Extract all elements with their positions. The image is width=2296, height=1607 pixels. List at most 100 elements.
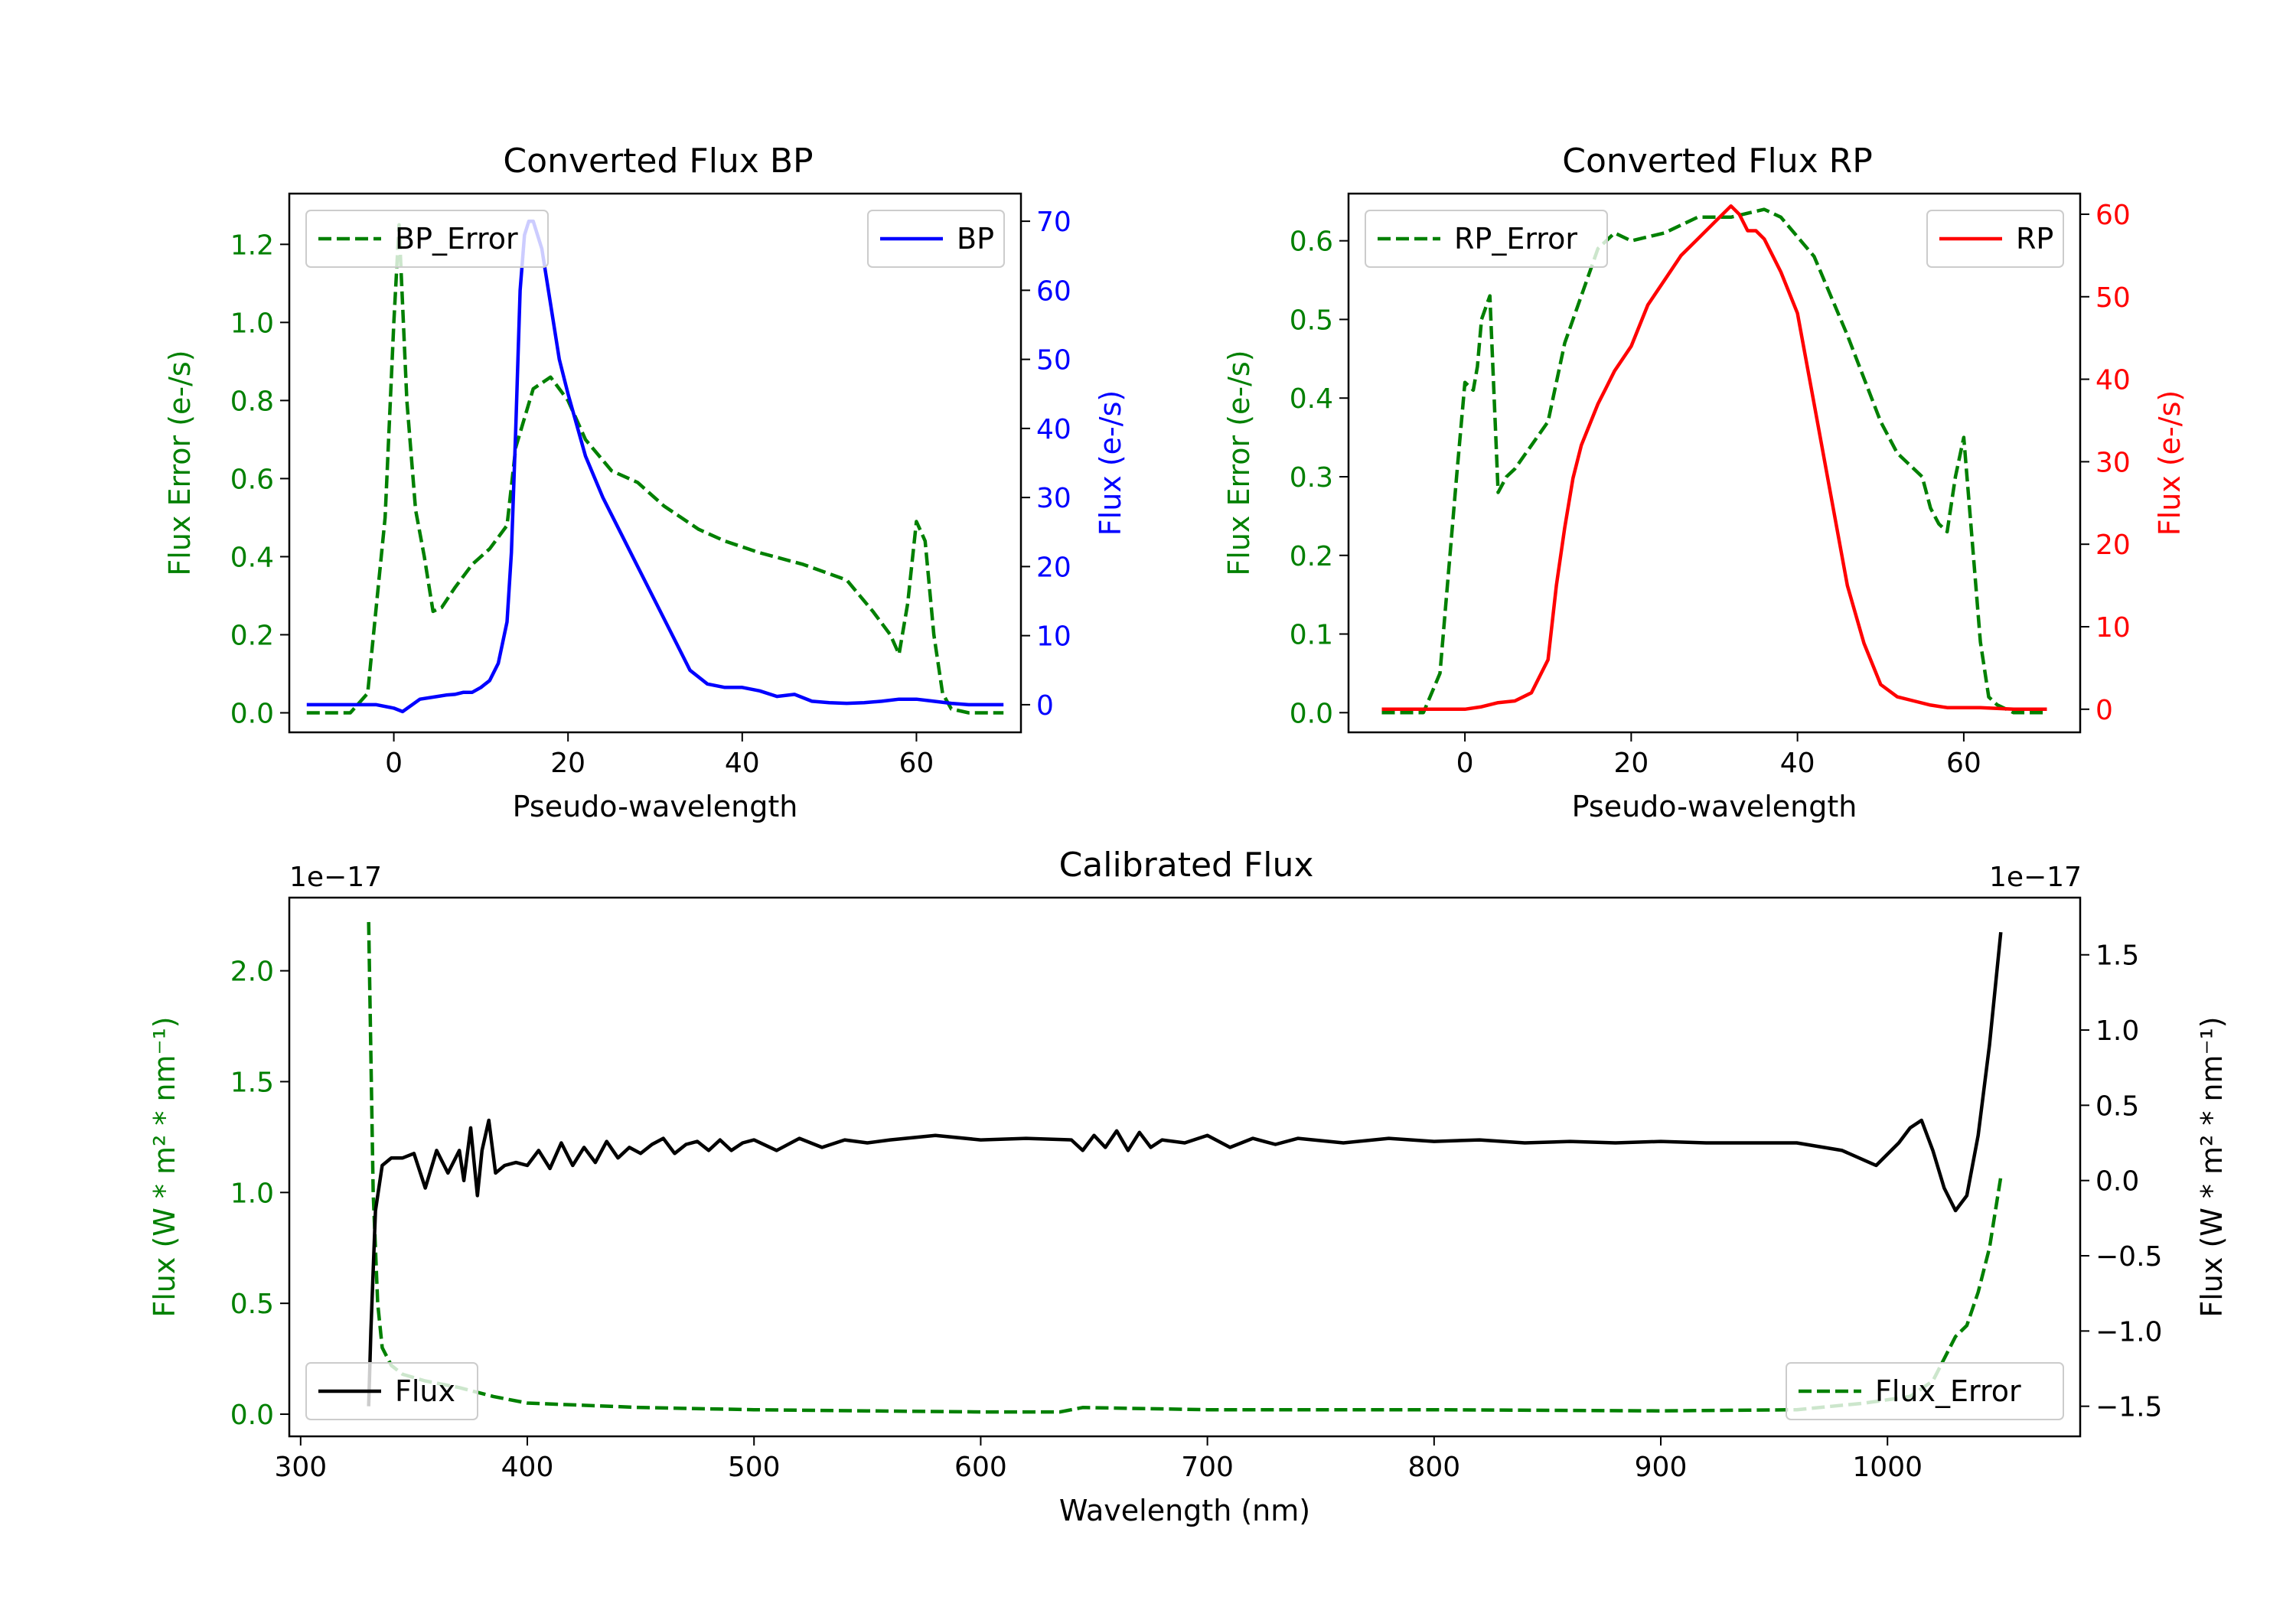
- rp-left-tick-label: 0.2: [1290, 541, 1333, 572]
- rp-right-tick-label: 20: [2095, 530, 2131, 561]
- rp-x-axis-label: Pseudo-wavelength: [1572, 790, 1857, 823]
- bp-left-tick-label: 0.0: [230, 698, 274, 729]
- cal-left-tick-label: 0.5: [230, 1289, 274, 1320]
- bp-x-axis-label: Pseudo-wavelength: [513, 790, 798, 823]
- cal-right-axis-label: Flux (W * m² * nm⁻¹): [2195, 1016, 2229, 1317]
- rp-series-rp-line: [1381, 204, 2047, 712]
- rp-right-tick-label: 10: [2095, 612, 2131, 644]
- cal-right-tick-label: 0.0: [2095, 1166, 2139, 1198]
- cal-x-tick-label: 500: [728, 1452, 781, 1483]
- cal-x-tick-label: 700: [1181, 1452, 1234, 1483]
- cal-right-offset-text: 1e−17: [1989, 862, 2082, 893]
- rp-axes-frame: [1347, 192, 2082, 734]
- cal-series-flux-line: [367, 931, 2003, 1407]
- bp-right-axis-label: Flux (e-/s): [1094, 390, 1127, 536]
- rp-x-tick-label: 40: [1780, 748, 1815, 779]
- bp-right-tick-label: 10: [1036, 621, 1071, 653]
- rp-legend-rp: RP: [1926, 210, 2064, 268]
- cal-right-tick-label: 1.5: [2095, 940, 2139, 972]
- cal-right-tick-label: −0.5: [2095, 1241, 2162, 1273]
- bp-axes-frame: [288, 192, 1022, 734]
- rp-legend-label: RP: [2016, 222, 2053, 256]
- cal-right-tick-label: −1.0: [2095, 1316, 2162, 1348]
- rp-x-tick-label: 0: [1456, 748, 1474, 779]
- bp-right-tick-label: 70: [1036, 207, 1071, 238]
- rp-left-tick-label: 0.1: [1290, 620, 1333, 651]
- rp-left-tick-label: 0.6: [1290, 227, 1333, 258]
- bp-left-axis-label: Flux Error (e-/s): [163, 350, 197, 575]
- cal-axes-frame: [288, 896, 2082, 1438]
- cal-left-tick-label: 2.0: [230, 957, 274, 988]
- rp-right-tick-label: 0: [2095, 695, 2113, 726]
- rp-x-tick-label: 20: [1613, 748, 1649, 779]
- cal-legend-label: Flux: [395, 1374, 455, 1408]
- rp-right-tick-label: 50: [2095, 282, 2131, 314]
- bp-left-tick-label: 0.2: [230, 620, 274, 651]
- bp-left-tick-label: 1.0: [230, 308, 274, 339]
- cal-right-tick-label: −1.5: [2095, 1392, 2162, 1423]
- rp-left-tick-label: 0.4: [1290, 383, 1333, 415]
- bp-legend-label: BP_Error: [395, 222, 518, 256]
- rp-legend-rp-error: RP_Error: [1365, 210, 1608, 268]
- cal-legend-box: [1786, 1362, 2064, 1420]
- bp-left-tick-label: 0.4: [230, 542, 274, 573]
- cal-right-tick-label: 0.5: [2095, 1090, 2139, 1122]
- cal-left-axis-label: Flux (W * m² * nm⁻¹): [148, 1016, 181, 1317]
- cal-left-tick-label: 0.0: [230, 1400, 274, 1431]
- bp-left-tick-label: 0.6: [230, 464, 274, 495]
- rp-right-tick-label: 60: [2095, 200, 2131, 231]
- cal-series-flux-error-line: [367, 921, 2003, 1414]
- cal-legend-flux-error: Flux_Error: [1786, 1362, 2064, 1420]
- bp-right-tick-label: 60: [1036, 275, 1071, 307]
- rp-left-tick-label: 0.5: [1290, 305, 1333, 336]
- rp-left-tick-label: 0.0: [1290, 698, 1333, 729]
- bp-x-tick-label: 0: [385, 748, 403, 779]
- bp-right-tick-label: 0: [1036, 690, 1054, 722]
- bp-x-tick-label: 40: [725, 748, 760, 779]
- rp-left-tick-label: 0.3: [1290, 462, 1333, 494]
- cal-x-tick-label: 900: [1635, 1452, 1688, 1483]
- bp-legend-bp-error: BP_Error: [305, 210, 549, 268]
- bp-legend-label: BP: [957, 222, 994, 256]
- bp-right-tick-label: 30: [1036, 483, 1071, 514]
- cal-x-tick-label: 300: [274, 1452, 327, 1483]
- cal-legend-label: Flux_Error: [1875, 1374, 2021, 1408]
- bp-series-bp-line: [306, 219, 1004, 714]
- rp-title: Converted Flux RP: [1562, 142, 1873, 181]
- bp-x-tick-label: 20: [550, 748, 585, 779]
- bp-panel: 0 20 40 60 Pseudo-wavelength 0.0 0.2 0.4 0.6 0.8 1…: [163, 192, 1127, 823]
- cal-left-offset-text: 1e−17: [289, 862, 382, 893]
- cal-x-tick-label: 800: [1407, 1452, 1460, 1483]
- rp-right-tick-label: 30: [2095, 447, 2131, 478]
- cal-legend-box: [305, 1362, 478, 1420]
- rp-left-axis-label: Flux Error (e-/s): [1222, 350, 1256, 575]
- cal-right-tick-label: 1.0: [2095, 1015, 2139, 1047]
- bp-legend-box: [305, 210, 549, 268]
- rp-legend-label: RP_Error: [1454, 222, 1577, 256]
- cal-x-axis-label: Wavelength (nm): [1059, 1494, 1310, 1527]
- cal-left-tick-label: 1.5: [230, 1067, 274, 1098]
- cal-title: Calibrated Flux: [1059, 846, 1314, 885]
- rp-legend-box: [1365, 210, 1608, 268]
- cal-left-tick-label: 1.0: [230, 1178, 274, 1209]
- bp-right-tick-label: 20: [1036, 552, 1071, 583]
- rp-right-axis-label: Flux (e-/s): [2153, 390, 2187, 536]
- bp-x-tick-label: 60: [899, 748, 934, 779]
- rp-right-tick-label: 40: [2095, 365, 2131, 396]
- rp-series-rp-error-line: [1381, 207, 2047, 715]
- rp-x-tick-label: 60: [1946, 748, 1981, 779]
- bp-series-bp-error-line: [306, 223, 1004, 715]
- bp-right-tick-label: 40: [1036, 414, 1071, 445]
- cal-panel: 300 400 500 600 700 800 900 1000 Wavelength (nm)…: [148, 896, 2229, 1527]
- cal-x-tick-label: 1000: [1852, 1452, 1923, 1483]
- cal-legend-flux: Flux: [305, 1362, 478, 1420]
- bp-title: Converted Flux BP: [503, 142, 813, 181]
- bp-left-tick-label: 1.2: [230, 230, 274, 261]
- bp-legend-bp: BP: [867, 210, 1005, 268]
- rp-panel: 0 20 40 60 Pseudo-wavelength 0.0 0.1 0.2 0.3 0.4 0…: [1222, 192, 2187, 823]
- bp-right-tick-label: 50: [1036, 345, 1071, 376]
- bp-left-tick-label: 0.8: [230, 386, 274, 417]
- cal-x-tick-label: 600: [954, 1452, 1007, 1483]
- cal-x-tick-label: 400: [501, 1452, 554, 1483]
